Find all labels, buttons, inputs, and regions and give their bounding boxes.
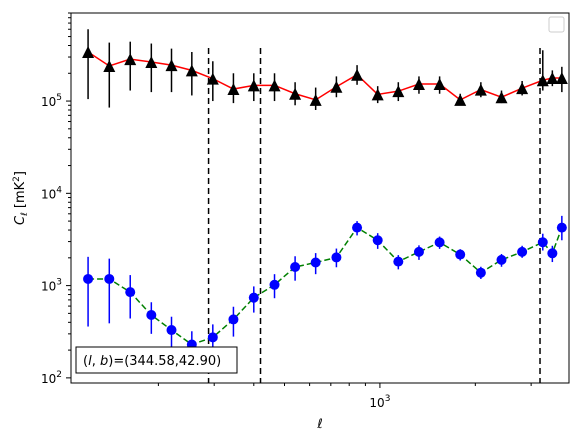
data-point <box>146 310 157 321</box>
data-point <box>413 246 424 257</box>
data-point <box>82 46 95 59</box>
data-point <box>393 256 404 267</box>
data-point <box>206 72 219 85</box>
data-point <box>330 80 343 93</box>
data-point <box>104 273 115 284</box>
data-point <box>289 87 302 100</box>
data-point <box>165 59 178 72</box>
x-tick-label: 103 <box>369 394 390 410</box>
y-tick-label: 103 <box>41 278 62 294</box>
data-point <box>433 78 446 91</box>
data-point <box>207 332 218 343</box>
data-point <box>475 267 486 278</box>
data-point <box>124 53 137 66</box>
data-point <box>434 237 445 248</box>
series-layer <box>82 29 568 365</box>
data-point <box>454 93 467 106</box>
data-point <box>247 79 260 92</box>
data-point <box>496 254 507 265</box>
data-point <box>83 273 94 284</box>
annotation-box: (l, b)=(344.58,42.90) <box>75 346 238 374</box>
data-point <box>352 222 363 233</box>
data-point <box>309 93 322 106</box>
data-point <box>103 59 116 72</box>
data-point <box>185 64 198 77</box>
data-point <box>517 246 528 257</box>
data-point <box>556 222 567 233</box>
data-point <box>145 55 158 68</box>
data-point <box>351 68 364 81</box>
data-point <box>372 235 383 246</box>
data-point <box>455 249 466 260</box>
data-point <box>546 71 559 84</box>
vertical-lines <box>207 48 541 383</box>
annotation-l: l <box>88 354 92 369</box>
series-1 <box>82 29 568 110</box>
data-point <box>290 262 301 273</box>
data-point <box>227 83 240 96</box>
annotation-value: =(344.58,42.90) <box>113 354 221 369</box>
data-point <box>536 74 549 87</box>
plot-frame <box>70 12 570 384</box>
data-point <box>228 314 239 325</box>
data-point <box>268 79 281 92</box>
data-point <box>248 292 259 303</box>
data-point <box>125 287 136 298</box>
data-point <box>474 83 487 96</box>
y-tick-label: 104 <box>41 185 62 201</box>
data-point <box>516 82 529 95</box>
data-point <box>555 71 568 84</box>
data-point <box>537 237 548 248</box>
data-point <box>269 279 280 290</box>
svg-text:(l, b)=(344.58,42.90): (l, b)=(344.58,42.90) <box>83 354 221 369</box>
data-point <box>310 257 321 268</box>
y-tick-label: 105 <box>41 93 62 109</box>
data-point <box>331 252 342 263</box>
data-point <box>166 325 177 336</box>
data-point <box>547 248 558 259</box>
data-point <box>371 88 384 101</box>
plot-area-background <box>71 13 569 383</box>
annotation-b: b <box>100 354 108 369</box>
y-tick-label: 102 <box>41 370 62 386</box>
y-axis-label: Cℓ [mK2] <box>12 171 30 225</box>
data-point <box>412 78 425 91</box>
legend-box <box>548 16 565 33</box>
data-point <box>392 85 405 98</box>
data-point <box>495 91 508 104</box>
x-axis-label: ℓ <box>316 417 322 432</box>
